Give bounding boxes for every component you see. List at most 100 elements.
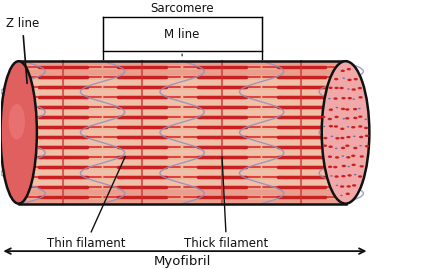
Polygon shape [102,105,182,110]
Polygon shape [182,85,261,90]
Polygon shape [182,95,261,100]
Ellipse shape [327,118,331,120]
Text: Sarcomere: Sarcomere [150,2,214,15]
Ellipse shape [334,148,337,149]
Polygon shape [102,75,182,80]
Polygon shape [23,135,102,140]
Ellipse shape [345,193,349,195]
Ellipse shape [339,195,342,196]
Polygon shape [261,65,340,70]
Polygon shape [182,135,261,140]
Ellipse shape [328,125,332,128]
Polygon shape [182,65,261,70]
Ellipse shape [346,88,349,90]
Ellipse shape [358,136,362,138]
Ellipse shape [364,119,366,120]
Polygon shape [182,155,261,160]
Ellipse shape [332,166,337,168]
Ellipse shape [333,125,337,128]
Ellipse shape [339,87,343,89]
Polygon shape [102,185,182,190]
Ellipse shape [330,136,332,137]
Polygon shape [23,195,102,200]
Ellipse shape [328,87,332,89]
Ellipse shape [342,77,344,79]
Polygon shape [261,135,340,140]
Ellipse shape [321,61,368,204]
Polygon shape [23,95,102,100]
Ellipse shape [345,144,349,147]
Ellipse shape [334,116,338,118]
Polygon shape [19,61,345,204]
Polygon shape [261,165,340,170]
Ellipse shape [320,116,325,118]
Ellipse shape [335,185,337,186]
Polygon shape [102,165,182,170]
Ellipse shape [358,145,361,146]
Text: Myofibril: Myofibril [153,255,210,268]
Ellipse shape [363,127,368,129]
Ellipse shape [346,185,350,188]
Polygon shape [182,185,261,190]
Ellipse shape [352,136,355,137]
Ellipse shape [346,126,349,128]
Polygon shape [23,165,102,170]
Polygon shape [23,155,102,160]
Polygon shape [102,195,182,200]
Ellipse shape [340,147,345,149]
Ellipse shape [329,175,332,177]
Ellipse shape [322,144,326,147]
Ellipse shape [351,88,355,91]
Ellipse shape [352,117,357,119]
Polygon shape [23,115,102,120]
Ellipse shape [347,79,351,81]
Ellipse shape [328,146,332,148]
Polygon shape [261,155,340,160]
Ellipse shape [334,175,338,178]
Polygon shape [261,145,340,150]
Polygon shape [182,195,261,200]
Ellipse shape [340,108,344,110]
Ellipse shape [342,118,344,119]
Ellipse shape [335,137,339,140]
Ellipse shape [327,166,332,168]
Ellipse shape [364,134,368,137]
Polygon shape [261,195,340,200]
Polygon shape [23,125,102,130]
Ellipse shape [353,78,357,80]
Ellipse shape [357,175,362,178]
Polygon shape [182,175,261,180]
Ellipse shape [334,156,339,159]
Ellipse shape [322,126,325,127]
Polygon shape [182,165,261,170]
Ellipse shape [328,108,332,111]
Polygon shape [102,65,182,70]
Polygon shape [182,115,261,120]
Ellipse shape [339,128,344,130]
Polygon shape [102,155,182,160]
Text: Thick filament: Thick filament [184,157,268,250]
Polygon shape [182,105,261,110]
Ellipse shape [339,137,344,139]
Ellipse shape [334,87,338,89]
Ellipse shape [340,70,344,72]
Ellipse shape [327,155,331,158]
Polygon shape [23,105,102,110]
Ellipse shape [344,108,349,111]
Text: M line: M line [164,28,199,41]
Polygon shape [23,185,102,190]
Ellipse shape [357,115,362,118]
Ellipse shape [353,174,356,175]
Polygon shape [102,125,182,130]
Polygon shape [23,175,102,180]
Ellipse shape [327,98,330,99]
Polygon shape [261,185,340,190]
Polygon shape [261,75,340,80]
Polygon shape [23,85,102,90]
Ellipse shape [341,155,343,157]
Polygon shape [261,115,340,120]
Ellipse shape [351,164,355,166]
Ellipse shape [345,156,350,158]
Ellipse shape [333,78,338,80]
Polygon shape [19,188,345,204]
